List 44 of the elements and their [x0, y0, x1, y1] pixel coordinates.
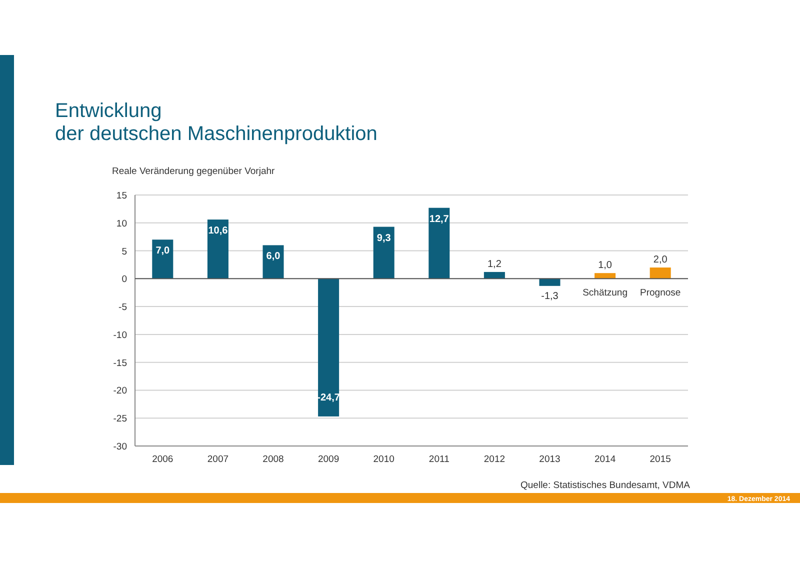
data-label: 6,0 [266, 251, 281, 262]
x-tick-label: 2011 [428, 454, 450, 465]
x-tick-label: 2007 [207, 454, 229, 465]
annotation: Prognose [640, 288, 681, 299]
x-tick-label: 2010 [373, 454, 394, 465]
y-tick-label: -15 [113, 358, 127, 369]
bar [484, 272, 505, 279]
source-note: Quelle: Statistisches Bundesamt, VDMA [520, 480, 691, 491]
data-label: 7,0 [156, 246, 170, 257]
y-tick-label: -30 [113, 442, 127, 452]
bar [318, 278, 340, 416]
x-tick-label: 2009 [318, 454, 340, 465]
x-tick-label: 2015 [650, 454, 671, 465]
data-label: 9,3 [376, 232, 392, 244]
bar [207, 220, 228, 279]
data-label: -1,3 [541, 290, 559, 302]
y-tick-label: 10 [116, 218, 127, 230]
y-tick-label: 5 [122, 246, 127, 258]
annotation: Schätzung [582, 288, 628, 299]
y-tick-label: -10 [113, 330, 127, 341]
data-label: 10,6 [208, 226, 228, 237]
bar [539, 278, 560, 286]
data-label: 1,0 [598, 260, 612, 272]
x-tick-label: 2014 [594, 454, 616, 465]
bar [152, 240, 174, 279]
bar [650, 268, 671, 279]
data-label: 2,0 [653, 254, 668, 266]
bar [262, 245, 284, 279]
y-tick-label: 15 [116, 190, 127, 202]
x-tick-label: 2008 [262, 454, 284, 465]
bar [428, 208, 450, 279]
data-label: 1,2 [487, 258, 502, 270]
y-tick-label: -25 [113, 414, 127, 425]
x-tick-label: 2013 [539, 454, 560, 465]
y-tick-label: -20 [113, 386, 127, 397]
y-tick-label: 0 [122, 274, 127, 286]
x-tick-label: 2012 [484, 454, 506, 465]
bar [373, 226, 394, 279]
chart-title: Entwicklung der deutschen Maschinenproduktion [55, 100, 378, 145]
y-axis-title: Reale Veränderung gegenüber Vorjahr [112, 166, 275, 177]
y-tick-label: -5 [118, 302, 127, 314]
bar [594, 273, 616, 279]
x-tick-label: 2006 [152, 454, 174, 465]
data-label: 12,7 [429, 214, 450, 225]
